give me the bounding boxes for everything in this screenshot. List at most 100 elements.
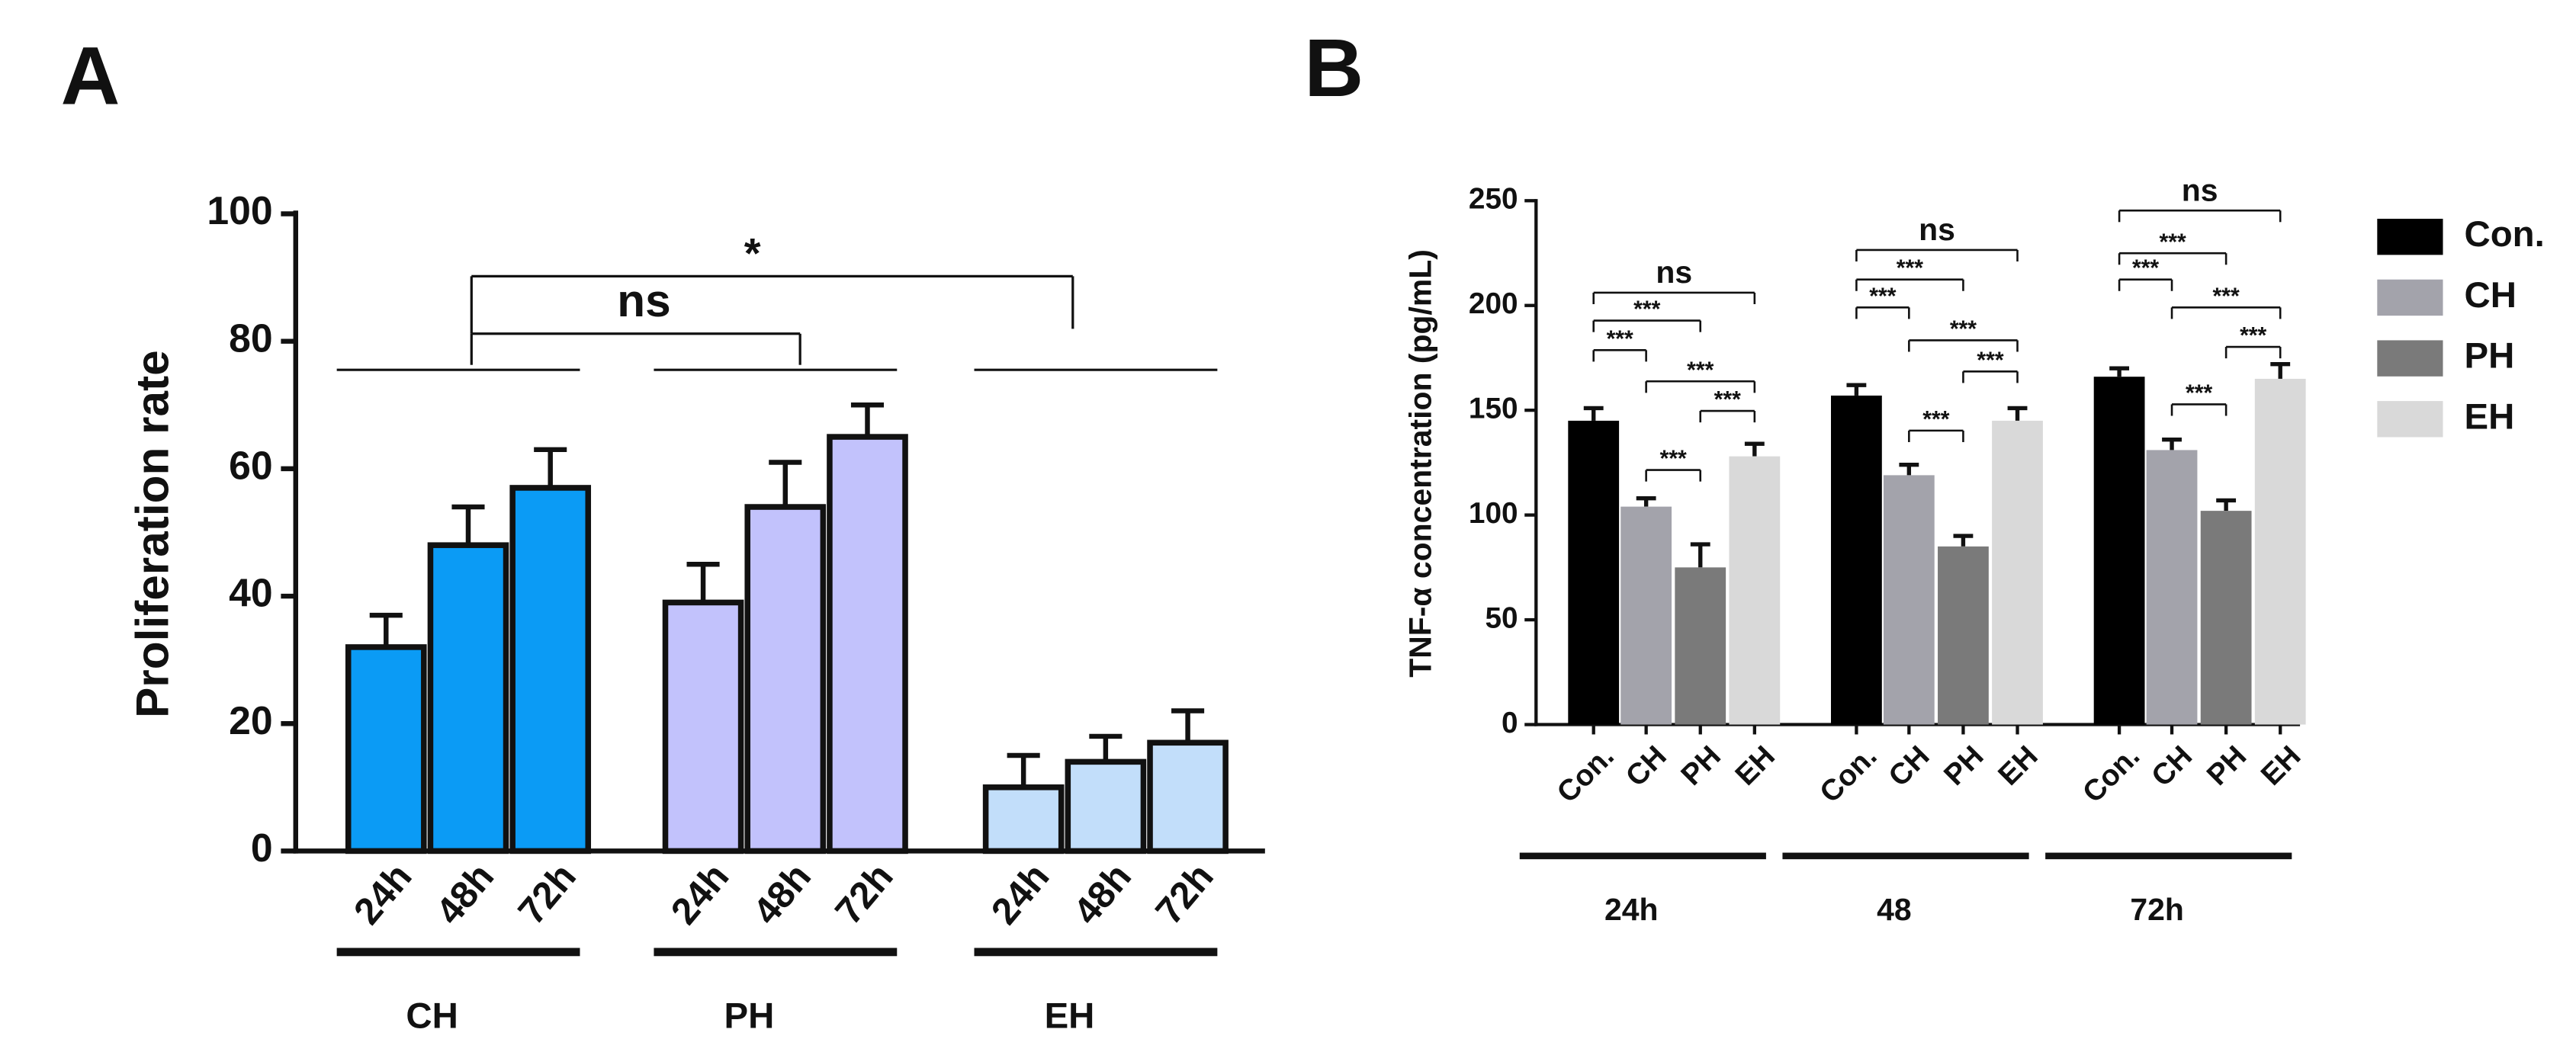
bar bbox=[1883, 475, 1935, 725]
annotation: *** bbox=[1950, 316, 1977, 342]
y-tick-label: 0 bbox=[251, 826, 273, 870]
annotation: *** bbox=[1922, 407, 1949, 432]
x-tick-label: Con. bbox=[2077, 739, 2146, 809]
bar bbox=[1147, 739, 1229, 855]
annotation: *** bbox=[1687, 358, 1714, 383]
legend-label: EH bbox=[2465, 396, 2515, 437]
x-tick-label: PH bbox=[1938, 739, 1990, 791]
legend-swatch bbox=[2377, 340, 2443, 377]
x-tick-label: 48h bbox=[428, 855, 502, 932]
annotation: ns bbox=[1919, 212, 1955, 247]
bar bbox=[982, 784, 1065, 855]
y-tick-label: 100 bbox=[207, 188, 272, 232]
annotation: *** bbox=[2213, 284, 2240, 309]
bar bbox=[2200, 511, 2252, 725]
group-underline bbox=[2045, 852, 2292, 860]
bar bbox=[744, 504, 827, 855]
x-tick-label: PH bbox=[2201, 739, 2253, 791]
y-tick-label: 100 bbox=[1469, 497, 1518, 530]
annotation: *** bbox=[2132, 256, 2159, 281]
y-tick-label: 20 bbox=[229, 698, 273, 742]
group-label: 24h bbox=[1604, 892, 1659, 927]
group-underline bbox=[1782, 852, 2029, 860]
annotation: ns bbox=[617, 274, 670, 326]
y-tick-label: 80 bbox=[229, 316, 273, 360]
group-label: 72h bbox=[2130, 892, 2184, 927]
annotation: *** bbox=[1869, 284, 1896, 309]
x-tick-label: 72h bbox=[1148, 855, 1222, 932]
panel-label: B bbox=[1304, 21, 1363, 114]
annotation: *** bbox=[1977, 348, 2003, 373]
bar bbox=[2146, 450, 2198, 725]
x-tick-label: EH bbox=[2255, 739, 2307, 791]
x-tick-label: CH bbox=[2145, 739, 2199, 793]
x-tick-label: EH bbox=[1992, 739, 2044, 791]
x-tick-label: 24h bbox=[663, 855, 737, 932]
annotation: *** bbox=[2186, 380, 2212, 406]
annotation: ns bbox=[1656, 255, 1692, 290]
group-underline bbox=[654, 948, 898, 957]
y-tick-label: 40 bbox=[229, 571, 273, 615]
group-label: CH bbox=[406, 996, 458, 1037]
legend-swatch bbox=[2377, 218, 2443, 255]
legend-label: PH bbox=[2465, 336, 2515, 377]
group-underline bbox=[974, 948, 1218, 957]
y-tick-label: 0 bbox=[1502, 707, 1518, 739]
x-tick-label: CH bbox=[1620, 739, 1673, 793]
y-tick-label: 200 bbox=[1469, 287, 1518, 320]
annotation: ns bbox=[2182, 172, 2218, 207]
bar bbox=[1675, 567, 1726, 725]
annotation: *** bbox=[1897, 256, 1923, 281]
y-tick-label: 50 bbox=[1485, 601, 1518, 634]
bar bbox=[662, 599, 744, 855]
bar bbox=[427, 542, 509, 855]
x-tick-label: CH bbox=[1882, 739, 1935, 793]
x-tick-label: Con. bbox=[1551, 739, 1620, 809]
group-label: PH bbox=[724, 996, 774, 1037]
group-label: 48 bbox=[1877, 892, 1912, 927]
bar bbox=[1938, 546, 1989, 725]
x-tick-label: 24h bbox=[983, 855, 1057, 932]
bar bbox=[345, 644, 427, 855]
x-tick-label: 72h bbox=[510, 855, 584, 932]
annotation: *** bbox=[1633, 297, 1660, 322]
bar bbox=[1992, 420, 2043, 725]
x-tick-label: 48h bbox=[1065, 855, 1139, 932]
x-tick-label: PH bbox=[1675, 739, 1726, 791]
bar bbox=[1831, 395, 1882, 725]
bar bbox=[1620, 506, 1672, 725]
panel-label: A bbox=[61, 30, 120, 122]
legend-swatch bbox=[2377, 279, 2443, 316]
x-tick-label: EH bbox=[1729, 739, 1781, 791]
x-tick-label: Con. bbox=[1813, 739, 1883, 809]
x-tick-label: 24h bbox=[346, 855, 420, 932]
annotation: *** bbox=[1660, 447, 1687, 472]
group-label: EH bbox=[1045, 996, 1095, 1037]
bar bbox=[1065, 758, 1147, 855]
x-tick-label: 48h bbox=[745, 855, 819, 932]
bar bbox=[2093, 377, 2145, 725]
annotation: *** bbox=[1607, 326, 1633, 351]
annotation: *** bbox=[1714, 387, 1741, 412]
bar bbox=[1729, 456, 1781, 725]
group-underline bbox=[1519, 852, 1766, 860]
legend-swatch bbox=[2377, 401, 2443, 438]
y-axis-label: TNF-α concentration (pg/mL) bbox=[1402, 249, 1437, 678]
legend-label: CH bbox=[2465, 275, 2517, 316]
y-tick-label: 150 bbox=[1469, 392, 1518, 425]
legend-label: Con. bbox=[2465, 214, 2545, 255]
y-tick-label: 60 bbox=[229, 444, 273, 488]
annotation: *** bbox=[2240, 323, 2266, 348]
annotation: * bbox=[744, 229, 761, 277]
y-axis-label: Proliferation rate bbox=[127, 350, 178, 718]
bar bbox=[509, 485, 592, 855]
annotation: *** bbox=[2160, 229, 2186, 255]
group-underline bbox=[336, 948, 580, 957]
y-tick-label: 250 bbox=[1469, 183, 1518, 216]
bar bbox=[827, 434, 908, 855]
bar bbox=[1568, 420, 1620, 725]
x-tick-label: 72h bbox=[827, 855, 901, 932]
bar bbox=[2254, 378, 2306, 725]
